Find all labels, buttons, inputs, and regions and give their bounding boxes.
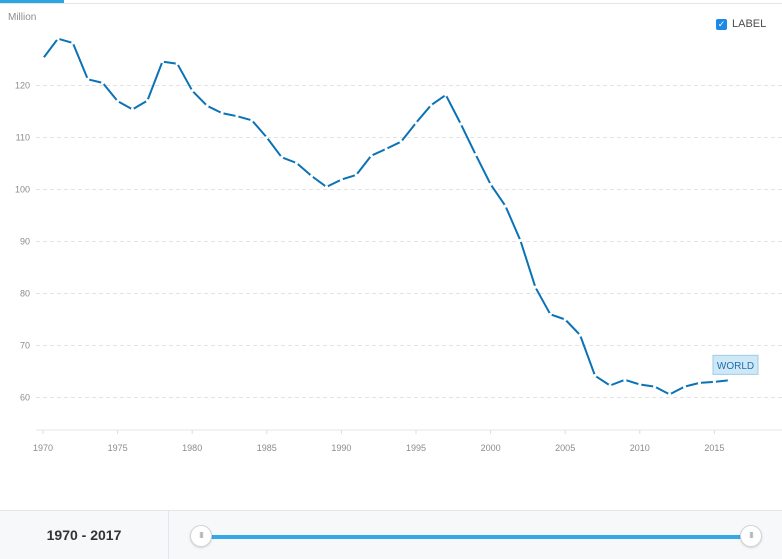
series-end-label-text: WORLD (717, 361, 754, 372)
y-tick-label: 70 (20, 341, 30, 351)
data-point (593, 374, 597, 378)
data-point (697, 381, 702, 385)
line-chart: 60 70 80 90 100 110 120 1970 1975 1980 1985 1990 199… (15, 37, 782, 453)
y-tick-label: 60 (20, 393, 30, 403)
data-point (682, 384, 687, 389)
series-line (42, 37, 730, 396)
data-point (727, 378, 731, 382)
series-end-label: WORLD (712, 354, 759, 375)
data-point (295, 161, 299, 165)
data-point (101, 81, 105, 85)
data-point (250, 118, 254, 122)
data-point (71, 41, 75, 45)
x-tick-label: 1970 (33, 443, 53, 453)
data-point (399, 140, 403, 144)
data-point (638, 382, 642, 387)
data-point (160, 59, 164, 64)
y-tick-label: 120 (15, 81, 30, 91)
range-slider-start-handle[interactable]: III (190, 525, 212, 547)
x-tick-label: 2015 (704, 443, 724, 453)
data-point (145, 98, 150, 103)
data-point (414, 121, 418, 125)
data-point (548, 312, 552, 316)
data-point (369, 154, 373, 158)
data-point (489, 182, 493, 186)
x-tick-label: 2000 (481, 443, 501, 453)
timeline-footer: 1970 - 2017 III III (0, 510, 782, 559)
data-point (503, 204, 508, 208)
footer-divider (168, 511, 169, 559)
data-point (280, 155, 284, 159)
data-point (116, 99, 120, 103)
x-tick-label: 2005 (555, 443, 575, 453)
data-point (41, 56, 45, 61)
x-tick-label: 1975 (108, 443, 128, 453)
data-point (578, 333, 582, 337)
data-point (608, 383, 612, 388)
label-toggle[interactable]: ✓ LABEL (716, 18, 766, 30)
data-point (563, 317, 567, 322)
x-tick-label: 2010 (630, 443, 650, 453)
y-tick-label: 100 (15, 185, 30, 195)
data-point (175, 62, 179, 66)
data-point (190, 89, 194, 93)
data-point (712, 380, 717, 384)
series-end-label-box (712, 354, 759, 375)
data-point (518, 238, 523, 243)
range-label: 1970 - 2017 (46, 527, 122, 543)
data-point (459, 122, 463, 126)
data-point (474, 153, 478, 157)
data-point (533, 285, 537, 289)
y-tick-label: 110 (16, 133, 30, 143)
checkbox-checked-icon[interactable]: ✓ (716, 18, 727, 30)
y-tick-label: 90 (20, 237, 30, 247)
data-point (220, 111, 224, 115)
data-point (56, 37, 60, 41)
data-point (235, 114, 239, 118)
data-point (354, 173, 358, 177)
data-point (205, 104, 209, 108)
range-slider-end-handle[interactable]: III (740, 525, 762, 547)
data-point (130, 107, 135, 112)
data-point (653, 384, 657, 389)
y-tick-label: 80 (20, 289, 30, 299)
x-tick-label: 1995 (406, 443, 426, 453)
data-point (86, 77, 90, 81)
data-point (339, 178, 343, 182)
data-point (309, 174, 314, 178)
x-tick-label: 1985 (257, 443, 277, 453)
y-axis-units: Million (8, 12, 37, 23)
data-point (444, 93, 448, 97)
data-point (324, 185, 329, 189)
range-slider-track[interactable] (201, 535, 752, 539)
data-point (384, 147, 388, 151)
x-tick-label: 1990 (331, 443, 351, 453)
data-point (668, 392, 672, 396)
x-tick-label: 1980 (182, 443, 202, 453)
active-tab-indicator (0, 0, 64, 3)
data-point (265, 135, 269, 140)
label-toggle-text: LABEL (732, 18, 767, 30)
top-divider (0, 3, 782, 4)
data-point (623, 378, 627, 382)
data-point (429, 103, 433, 107)
